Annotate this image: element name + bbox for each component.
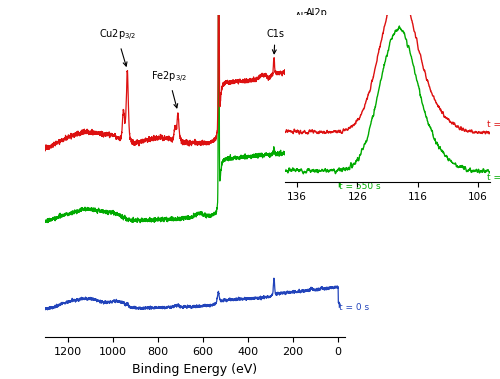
- Text: O1s: O1s: [0, 378, 1, 379]
- Text: t = 550 s: t = 550 s: [340, 182, 381, 191]
- Text: Al2p: Al2p: [306, 8, 328, 33]
- Text: t = 550 s: t = 550 s: [487, 173, 500, 182]
- Text: C1s: C1s: [266, 30, 284, 54]
- Text: t = 1750 s: t = 1750 s: [487, 120, 500, 129]
- Text: Fe2p$_{3/2}$: Fe2p$_{3/2}$: [151, 70, 187, 108]
- Text: Cu2p$_{3/2}$: Cu2p$_{3/2}$: [98, 28, 136, 66]
- Text: Al2s: Al2s: [295, 12, 316, 34]
- Text: t = 1750 s: t = 1750 s: [340, 112, 386, 121]
- Text: t = 0 s: t = 0 s: [340, 303, 370, 312]
- X-axis label: Binding Energy (eV): Binding Energy (eV): [132, 363, 258, 376]
